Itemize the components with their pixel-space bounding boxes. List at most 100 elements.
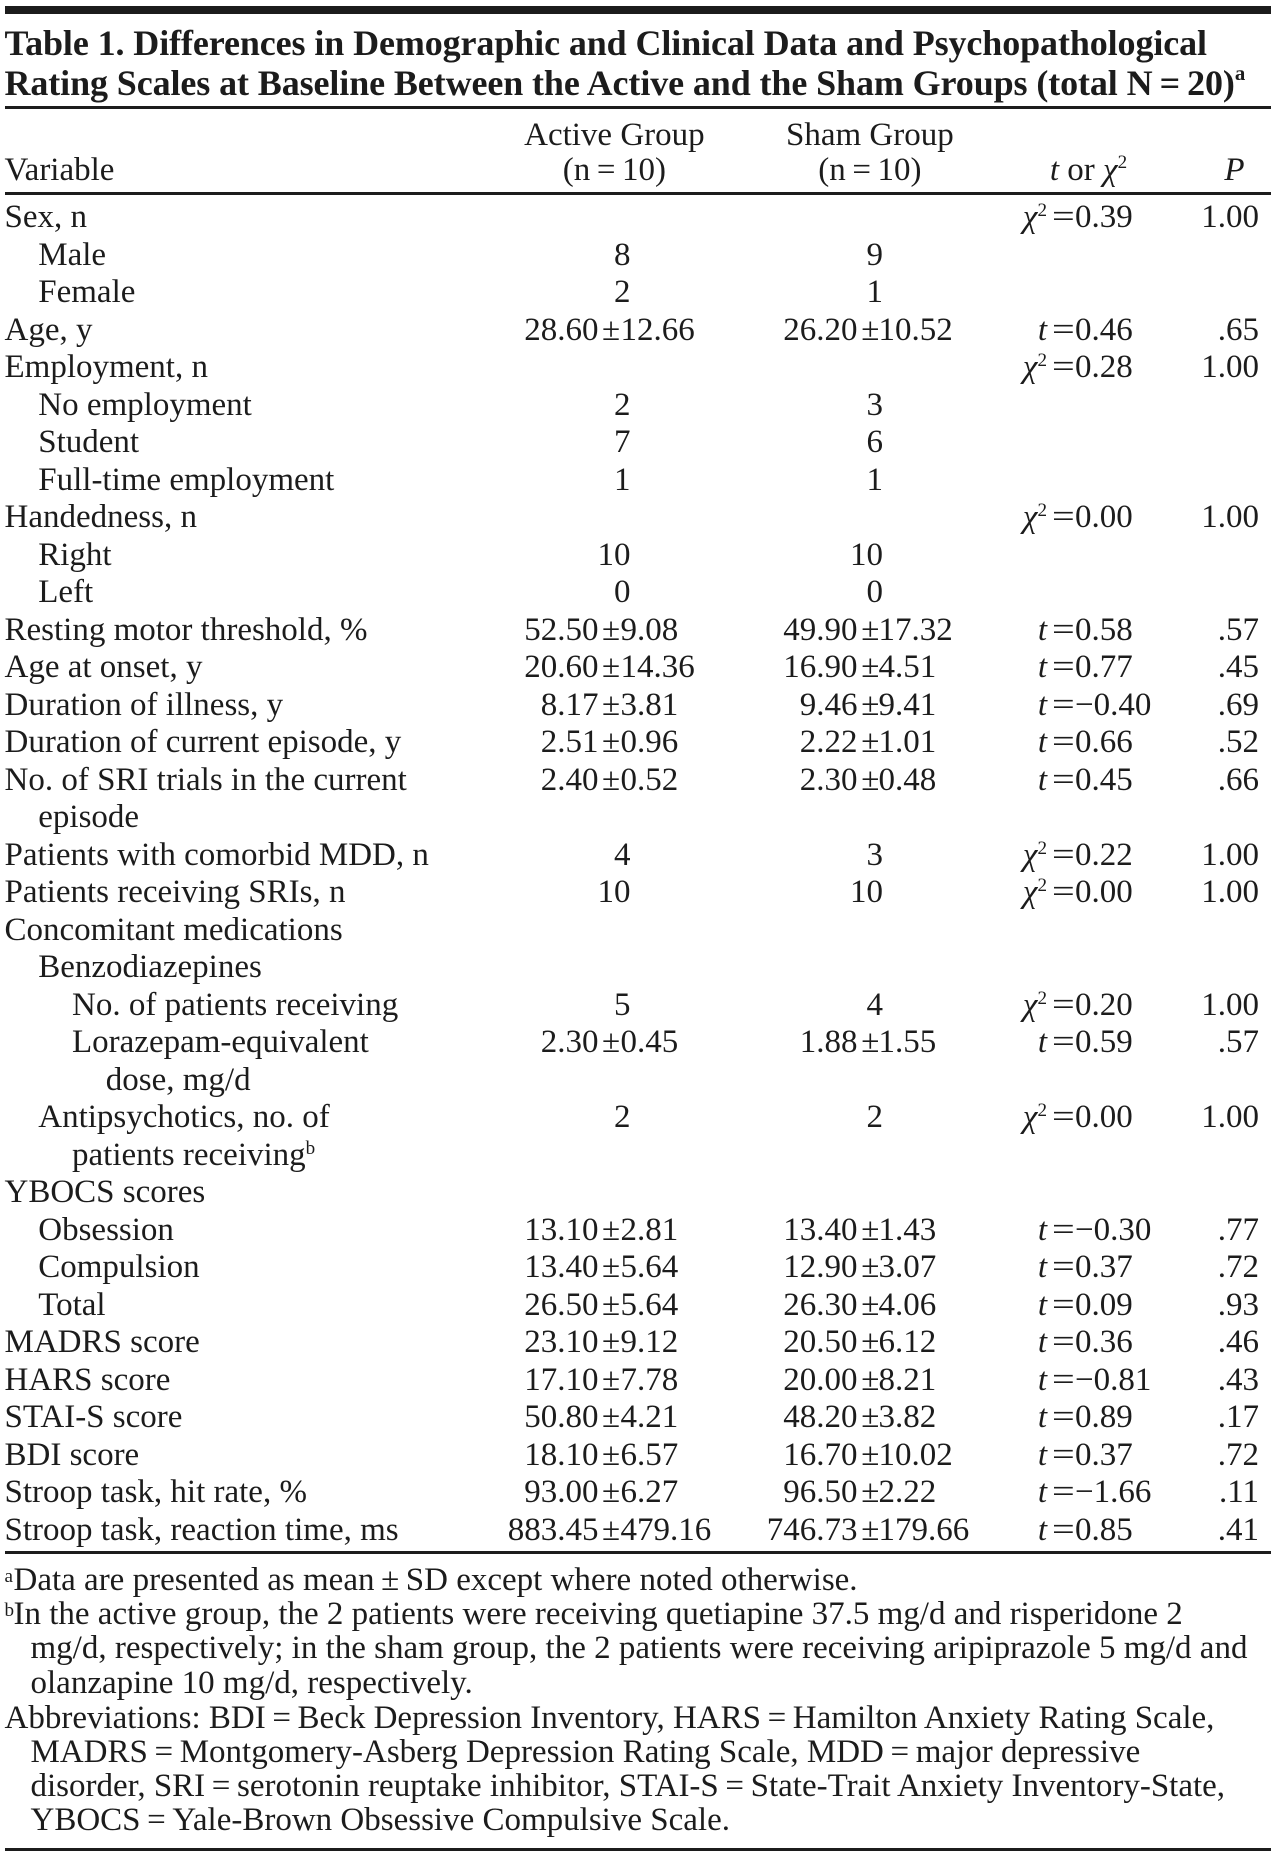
stat-symbol: χ2: [1023, 876, 1047, 909]
footnote-text: Abbreviations: BDI = Beck Depression Inv…: [4, 1699, 1215, 1736]
stat-symbol: χ2: [1023, 201, 1047, 234]
stat-symbol-letter: t: [1037, 1324, 1047, 1361]
active-sd: 6.57: [620, 1436, 679, 1473]
plus-minus: ±: [861, 724, 880, 761]
table-title-line2: Rating Scales at Baseline Between the Ac…: [4, 62, 1246, 103]
plus-minus: ±: [601, 1324, 621, 1361]
header-sham-group-label: Sham Group: [786, 117, 954, 154]
active-mean: 17.10: [524, 1361, 599, 1398]
active-mean: 883.45: [507, 1511, 599, 1548]
stat-symbol-superscript: 2: [1037, 837, 1047, 859]
sham-sd: 10.02: [878, 1436, 953, 1473]
stat-value: 0.37: [1075, 1436, 1133, 1473]
p-value: .11: [1218, 1474, 1259, 1511]
plus-minus: ±: [601, 761, 621, 798]
sham-mean: 96.50: [783, 1474, 858, 1511]
sham-mean: 1.88: [799, 1024, 858, 1061]
stat-value: 0.58: [1075, 611, 1133, 648]
stat-symbol-letter: t: [1037, 649, 1047, 686]
stat-symbol-letter: t: [1037, 1436, 1047, 1473]
stat-symbol-superscript: 2: [1037, 200, 1047, 222]
title-text-line2: Rating Scales at Baseline Between the Ac…: [4, 62, 1235, 103]
stat-symbol-superscript: 2: [1037, 1100, 1047, 1122]
active-mean: 23.10: [524, 1324, 599, 1361]
p-value: 1.00: [1201, 1099, 1259, 1136]
sham-sd: 0.48: [878, 761, 937, 798]
plus-minus: ±: [601, 611, 621, 648]
header-p-label: P: [1224, 151, 1245, 188]
column-header-sham-n: (n = 10): [818, 153, 921, 187]
row-label: Employment, n: [4, 349, 208, 386]
stat-value: 0.20: [1075, 986, 1133, 1023]
row-label: Female: [38, 274, 136, 311]
sham-mean: 746.73: [766, 1511, 858, 1548]
header-stat-t: t: [1049, 151, 1060, 188]
stat-symbol-letter: χ: [1022, 836, 1038, 873]
sham-value: 9: [866, 236, 884, 273]
stat-symbol: t: [1038, 726, 1047, 759]
stat-symbol-letter: t: [1037, 686, 1047, 723]
row-label: dose, mg/d: [105, 1061, 251, 1098]
active-sd: 0.45: [620, 1024, 679, 1061]
p-value: .52: [1217, 724, 1259, 761]
column-header-variable: Variable: [5, 153, 115, 187]
active-mean: 8.17: [540, 686, 599, 723]
stat-equals: =: [1051, 1249, 1075, 1286]
plus-minus: ±: [861, 1361, 880, 1398]
column-header-sham-group: Sham Group: [786, 119, 954, 152]
footnote-marker: b: [4, 1600, 15, 1622]
stat-value: 0.59: [1075, 1024, 1133, 1061]
plus-minus: ±: [861, 1474, 880, 1511]
stat-equals: =: [1051, 1024, 1075, 1061]
plus-minus: ±: [601, 724, 621, 761]
active-value: 1: [614, 461, 631, 498]
row-label-superscript: b: [305, 1137, 316, 1159]
stat-symbol-letter: χ: [1022, 986, 1038, 1023]
top-rule: [4, 6, 1271, 14]
stat-equals: =: [1051, 199, 1075, 236]
plus-minus: ±: [861, 686, 880, 723]
stat-symbol-letter: t: [1037, 1249, 1047, 1286]
p-value: .72: [1217, 1249, 1259, 1286]
footnote-text: Data are presented as mean ± SD except w…: [13, 1562, 858, 1599]
footnote-text: YBOCS = Yale-Brown Obsessive Compulsive …: [30, 1802, 730, 1839]
plus-minus: ±: [861, 611, 880, 648]
column-header-active-n: (n = 10): [563, 153, 666, 187]
sham-mean: 48.20: [783, 1399, 858, 1436]
row-label: Lorazepam-equivalent: [72, 1024, 369, 1061]
row-label: Right: [38, 536, 112, 573]
stat-symbol: t: [1038, 1288, 1047, 1322]
stat-symbol-superscript: 2: [1037, 987, 1047, 1009]
plus-minus: ±: [861, 1249, 880, 1286]
sham-mean: 13.40: [783, 1211, 858, 1248]
sham-value: 3: [866, 836, 884, 873]
table-title-line1: Table 1. Differences in Demographic and …: [5, 25, 1208, 61]
stat-symbol: t: [1037, 686, 1047, 723]
sham-value: 1: [866, 274, 884, 311]
stat-symbol: t: [1038, 1213, 1047, 1247]
row-label: Concomitant medications: [4, 911, 343, 948]
row-label: No. of patients receiving: [72, 986, 399, 1023]
stat-symbol-superscript: 2: [1037, 875, 1047, 897]
stat-value: −0.81: [1075, 1361, 1152, 1398]
stat-symbol-letter: t: [1037, 611, 1047, 648]
stat-symbol: t: [1037, 1436, 1047, 1473]
stat-symbol-superscript: 2: [1037, 500, 1047, 522]
stat-symbol: χ2: [1022, 986, 1047, 1023]
stat-equals: =: [1051, 1474, 1075, 1511]
header-rule: [4, 192, 1271, 196]
row-label: STAI-S score: [4, 1399, 183, 1436]
active-sd: 2.81: [620, 1211, 679, 1248]
stat-equals: =: [1051, 874, 1075, 911]
sham-value: 10: [850, 536, 883, 573]
plus-minus: ±: [601, 649, 621, 686]
stat-symbol: t: [1038, 1026, 1047, 1059]
p-value: 1.00: [1201, 986, 1259, 1023]
sham-mean: 2.22: [799, 724, 858, 761]
active-value: 10: [597, 536, 631, 573]
active-value: 4: [614, 836, 631, 873]
active-sd: 479.16: [620, 1511, 712, 1548]
stat-equals: =: [1051, 1436, 1075, 1473]
stat-symbol: t: [1038, 1251, 1047, 1284]
